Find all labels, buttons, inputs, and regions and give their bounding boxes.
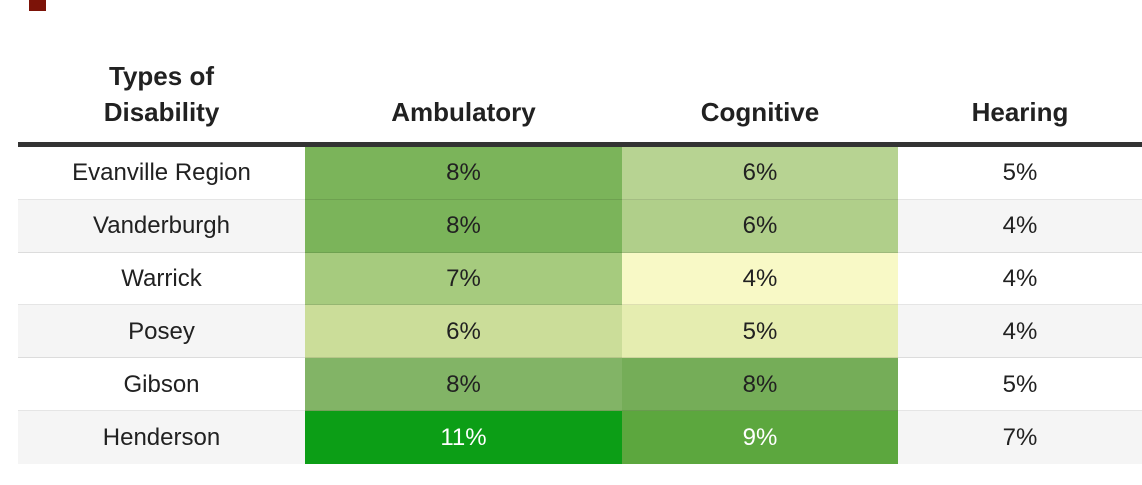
- table-row-gibson: Gibson 8% 8% 5%: [18, 358, 1142, 412]
- column-header-hearing: Hearing: [971, 97, 1069, 127]
- column-header-ambulatory: Ambulatory: [391, 97, 536, 127]
- row-axis-header: Types of Disability: [18, 0, 305, 142]
- column-header-cognitive: Cognitive: [700, 97, 820, 127]
- value-cell-cognitive: 6%: [622, 199, 898, 253]
- table-row-warrick: Warrick 7% 4% 4%: [18, 252, 1142, 306]
- row-axis-header-label: Types of Disability: [103, 61, 220, 127]
- value-cell-hearing: 4%: [898, 305, 1142, 359]
- value-cell-ambulatory: 8%: [305, 199, 622, 253]
- value-cell-cognitive: 9%: [622, 411, 898, 464]
- table-row-vanderburgh: Vanderburgh 8% 6% 4%: [18, 199, 1142, 253]
- table-row-henderson: Henderson 11% 9% 7%: [18, 411, 1142, 464]
- value-cell-cognitive: 4%: [622, 252, 898, 306]
- value-cell-ambulatory: 6%: [305, 305, 622, 359]
- value-cell-ambulatory: 8%: [305, 147, 622, 200]
- value-cell-hearing: 5%: [898, 358, 1142, 412]
- row-label: Warrick: [18, 252, 305, 306]
- row-label: Gibson: [18, 358, 305, 412]
- row-label: Henderson: [18, 411, 305, 464]
- table-header-row: Types of Disability Ambulatory Cognitive…: [18, 0, 1142, 142]
- value-cell-hearing: 7%: [898, 411, 1142, 464]
- value-cell-ambulatory: 7%: [305, 252, 622, 306]
- table-row-evanville-region: Evanville Region 8% 6% 5%: [18, 147, 1142, 200]
- value-cell-cognitive: 8%: [622, 358, 898, 412]
- corner-artifact-mark: [29, 0, 46, 11]
- value-cell-ambulatory: 11%: [305, 411, 622, 464]
- table-row-posey: Posey 6% 5% 4%: [18, 305, 1142, 359]
- value-cell-cognitive: 5%: [622, 305, 898, 359]
- value-cell-hearing: 4%: [898, 252, 1142, 306]
- value-cell-ambulatory: 8%: [305, 358, 622, 412]
- value-cell-cognitive: 6%: [622, 147, 898, 200]
- disability-heatmap-table: Types of Disability Ambulatory Cognitive…: [18, 0, 1142, 464]
- value-cell-hearing: 4%: [898, 199, 1142, 253]
- value-cell-hearing: 5%: [898, 147, 1142, 200]
- row-label: Evanville Region: [18, 147, 305, 200]
- header-divider-rule: [18, 142, 1142, 147]
- row-label: Posey: [18, 305, 305, 359]
- row-label: Vanderburgh: [18, 199, 305, 253]
